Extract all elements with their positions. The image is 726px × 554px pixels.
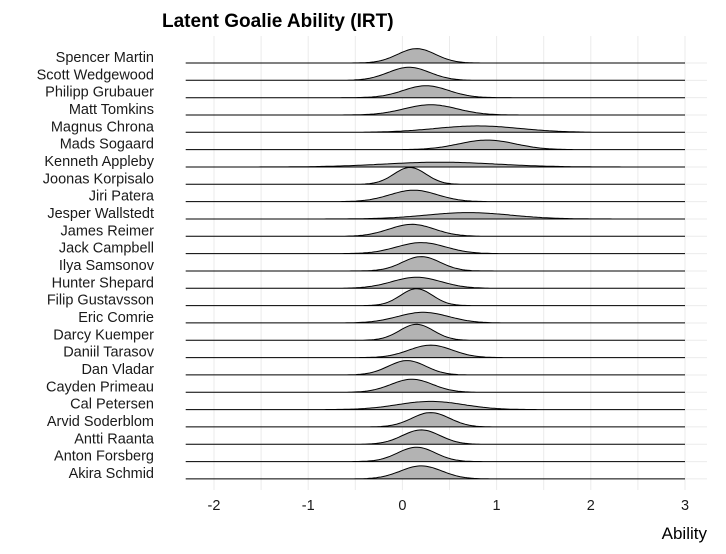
ridge-density — [185, 412, 685, 428]
ridge-density — [185, 125, 685, 133]
ridge-density — [185, 66, 685, 81]
y-tick-label: Akira Schmid — [69, 466, 154, 482]
ridge-density — [185, 446, 685, 463]
ridge-density — [185, 189, 685, 203]
ridge-density — [185, 212, 685, 220]
y-tick-label: Magnus Chrona — [51, 119, 155, 135]
y-tick-label: Filip Gustavsson — [47, 293, 154, 309]
ridge-density — [185, 311, 685, 324]
y-tick-label: Jack Campbell — [59, 241, 154, 257]
y-tick-label: Arvid Soderblom — [47, 414, 154, 430]
x-axis-label: Ability — [662, 524, 708, 543]
ridge-density — [185, 166, 685, 185]
x-tick-label: 1 — [493, 498, 501, 514]
y-tick-label: Philipp Grubauer — [45, 85, 154, 101]
ridge-layer — [185, 48, 685, 480]
y-tick-label: Eric Comrie — [78, 310, 154, 326]
ridge-density — [185, 223, 685, 237]
y-tick-label: Antti Raanta — [74, 431, 155, 447]
y-tick-label: Jiri Patera — [89, 189, 155, 205]
chart-title: Latent Goalie Ability (IRT) — [162, 11, 394, 32]
ridge-density — [185, 378, 685, 393]
ridge-density — [185, 429, 685, 445]
y-tick-label: Dan Vladar — [81, 362, 154, 378]
y-tick-label: Matt Tomkins — [69, 102, 154, 118]
ridge-density — [185, 139, 685, 151]
ridge-density — [185, 276, 685, 289]
x-tick-label: -1 — [302, 498, 315, 514]
y-tick-label: Kenneth Appleby — [44, 154, 154, 170]
ridge-density — [185, 85, 685, 99]
ridge-density — [185, 323, 685, 341]
y-tick-label: Hunter Shepard — [52, 275, 154, 291]
ridge-density — [185, 360, 685, 376]
y-tick-label: Cal Petersen — [70, 397, 154, 413]
x-tick-label: 2 — [587, 498, 595, 514]
y-tick-label: James Reimer — [61, 223, 155, 239]
ridge-density — [185, 256, 685, 272]
ridge-density — [185, 104, 685, 116]
y-tick-label: Cayden Primeau — [46, 379, 154, 395]
x-tick-label: -2 — [208, 498, 221, 514]
x-tick-label: 3 — [681, 498, 689, 514]
x-ticks: -2 -1 0 1 2 3 — [208, 498, 689, 514]
y-tick-label: Anton Forsberg — [54, 449, 154, 465]
ridge-density — [185, 288, 685, 307]
y-tick-label: Joonas Korpisalo — [43, 171, 154, 187]
ridge-density — [185, 242, 685, 255]
y-tick-label: Spencer Martin — [56, 50, 154, 66]
x-tick-label: 0 — [398, 498, 406, 514]
y-tick-label: Scott Wedgewood — [37, 67, 154, 83]
y-tick-label: Jesper Wallstedt — [47, 206, 154, 222]
ridge-density — [185, 48, 685, 64]
y-tick-label: Mads Sogaard — [60, 137, 154, 153]
ridge-density — [185, 465, 685, 480]
ridge-density — [185, 161, 685, 168]
ridge-density — [185, 400, 685, 411]
y-tick-label: Daniil Tarasov — [63, 345, 155, 361]
ridge-density — [185, 344, 685, 359]
y-tick-label: Ilya Samsonov — [59, 258, 155, 274]
y-tick-label: Darcy Kuemper — [53, 327, 154, 343]
